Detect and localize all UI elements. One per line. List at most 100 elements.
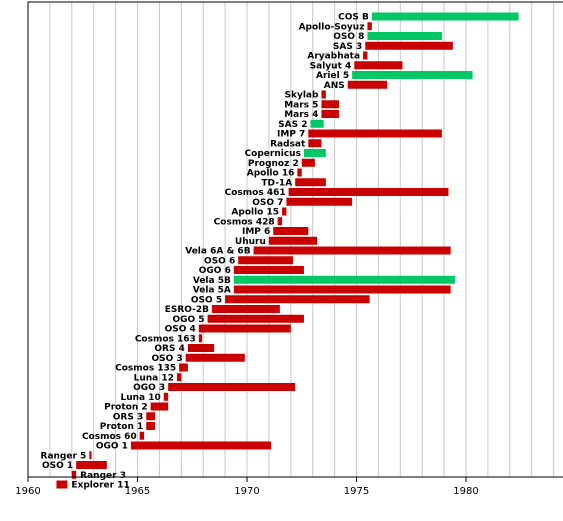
mission-bar [207, 314, 304, 323]
mission-bars [56, 12, 519, 489]
mission-bar [371, 12, 519, 21]
mission-bar [347, 80, 388, 89]
mission-label: Cosmos 461 [225, 188, 286, 198]
mission-bar [354, 61, 403, 70]
mission-label: OSO 1 [42, 461, 73, 471]
mission-bar [225, 295, 370, 304]
mission-bar [308, 139, 322, 148]
mission-label: ANS [324, 81, 345, 91]
mission-bar [168, 383, 296, 391]
plot-frame [27, 1, 563, 478]
mission-bar [198, 324, 291, 333]
mission-bar [233, 266, 304, 274]
mission-bar [273, 227, 309, 235]
x-tick-label: 1970 [234, 486, 259, 497]
mission-bar [321, 90, 326, 99]
mission-bar [310, 119, 324, 128]
mission-bar [286, 197, 353, 206]
mission-bar [76, 461, 107, 469]
mission-bar [297, 168, 302, 177]
mission-label: Cosmos 135 [115, 364, 176, 374]
mission-bar [139, 431, 145, 440]
mission-label: Copernicus [245, 149, 301, 159]
mission-label: SAS 2 [278, 120, 307, 130]
mission-label: Proton 2 [104, 403, 148, 413]
x-tick-label: 1980 [453, 486, 478, 497]
mission-bar [268, 236, 318, 245]
mission-label: OGO 5 [172, 315, 204, 325]
mission-label: Apollo 15 [231, 208, 279, 218]
mission-bar [187, 344, 215, 352]
mission-label: OSO 3 [151, 354, 182, 364]
mission-label: Radsat [270, 139, 306, 149]
mission-bar [71, 470, 77, 479]
mission-label: IMP 7 [277, 130, 305, 140]
mission-label: Vela 6A & 6B [185, 247, 250, 257]
mission-label: Uhuru [235, 237, 266, 247]
mission-label: Explorer 11 [71, 481, 129, 491]
mission-label: Ariel 5 [316, 71, 349, 81]
mission-label: Luna 12 [134, 373, 174, 383]
mission-bar [308, 129, 442, 138]
mission-bar [301, 158, 315, 167]
mission-bar [185, 353, 245, 362]
mission-label: Apollo-Soyuz [299, 22, 365, 32]
mission-label: Mars 4 [284, 110, 318, 120]
mission-bar [295, 178, 326, 187]
mission-label: OSO 4 [165, 325, 196, 335]
mission-bar [303, 149, 326, 157]
mission-label: Cosmos 163 [135, 334, 196, 344]
mission-label: TD-1A [261, 178, 292, 188]
mission-bar [277, 217, 283, 226]
mission-label: Cosmos 60 [82, 432, 137, 442]
mission-label: Skylab [285, 91, 319, 101]
mission-label: Mars 5 [284, 100, 318, 110]
mission-bar [367, 32, 442, 40]
x-axis-ticks: 1960 1965 1970 1975 1980 [15, 477, 479, 497]
mission-bar [179, 363, 188, 372]
x-tick-label: 1965 [125, 486, 150, 497]
mission-label: OGO 3 [133, 383, 165, 393]
mission-bar [198, 334, 203, 343]
mission-bar [233, 275, 456, 284]
mission-label: Prognoz 2 [248, 159, 299, 169]
mission-bar [321, 110, 339, 118]
mission-label: Luna 10 [120, 393, 160, 403]
mission-bar [146, 412, 156, 421]
mission-bar [89, 451, 92, 460]
mission-label: Ranger 5 [41, 451, 87, 461]
mission-label: Vela 5A [193, 286, 231, 296]
mission-label: Apollo 16 [247, 169, 295, 179]
mission-bar [321, 100, 339, 109]
mission-label: IMP 6 [242, 227, 270, 237]
mission-label: Proton 1 [100, 422, 144, 432]
mission-bar [282, 207, 287, 216]
mission-label: ORS 3 [113, 412, 143, 422]
mission-bar [150, 402, 169, 411]
mission-label: Vela 5B [193, 276, 231, 286]
mission-bar [363, 51, 368, 60]
mission-label: Salyut 4 [310, 61, 352, 71]
mission-label: OSO 7 [252, 198, 283, 208]
mission-label: ESRO-2B [165, 305, 209, 315]
mission-bar [176, 373, 182, 382]
mission-bar [238, 256, 293, 265]
mission-label: OSO 6 [204, 256, 235, 266]
mission-label: COS B [338, 13, 369, 23]
mission-bar [365, 41, 453, 50]
mission-label: Ranger 3 [80, 471, 126, 481]
mission-bar [146, 422, 156, 430]
mission-bar [288, 188, 449, 196]
mission-bar [130, 441, 272, 450]
mission-label: OGO 1 [96, 442, 128, 452]
mission-label: ORS 4 [154, 344, 184, 354]
mission-label: OGO 6 [199, 266, 231, 276]
mission-label: Cosmos 428 [214, 217, 275, 227]
x-tick-label: 1975 [344, 486, 369, 497]
mission-bar [211, 305, 280, 313]
mission-bar [367, 22, 372, 31]
mission-bar [163, 392, 169, 401]
mission-label: OSO 5 [191, 295, 222, 305]
